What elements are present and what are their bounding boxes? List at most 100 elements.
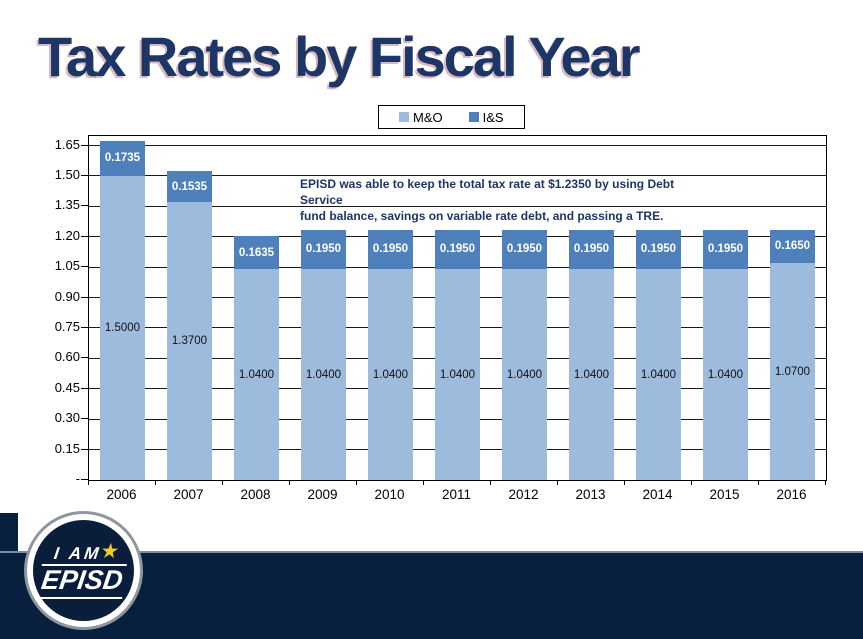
is-value-label: 0.1950 <box>506 243 543 256</box>
y-axis-label: 0.60 <box>54 349 80 365</box>
mo-segment <box>100 175 145 480</box>
is-value-label: 0.1650 <box>774 240 811 253</box>
episd-logo: I AM★ EPISD <box>27 514 140 627</box>
y-tick-mark <box>81 448 88 450</box>
mo-segment <box>167 202 212 480</box>
is-value-label: 0.1950 <box>707 243 744 256</box>
bar-2007: 1.3700 0.1535 <box>167 171 212 480</box>
legend-item-mo: M&O <box>399 110 443 125</box>
mo-value-label: 1.0400 <box>439 368 476 381</box>
episd-logo-text: I AM★ EPISD <box>36 541 130 599</box>
slide-title: Tax Rates by Fiscal Year <box>38 25 641 88</box>
mo-segment <box>770 263 815 480</box>
footer-bar <box>0 551 863 639</box>
is-value-label: 0.1735 <box>104 152 141 165</box>
bar-2016: 1.0700 0.1650 <box>770 229 815 480</box>
mo-value-label: 1.3700 <box>171 335 208 348</box>
x-tick-mark <box>757 480 759 485</box>
legend-swatch <box>468 112 479 122</box>
x-tick-mark <box>690 480 692 485</box>
gridline <box>89 145 826 147</box>
mo-segment <box>301 269 346 480</box>
y-tick-mark <box>81 205 88 207</box>
bar-2013: 1.0400 0.1950 <box>569 229 614 480</box>
bar-2012: 1.0400 0.1950 <box>502 229 547 480</box>
x-tick-mark <box>87 480 89 485</box>
is-segment <box>167 171 212 203</box>
y-tick-mark <box>81 174 88 176</box>
x-tick-mark <box>355 480 357 485</box>
x-tick-mark <box>824 480 826 485</box>
mo-segment <box>703 269 748 480</box>
x-axis-label: 2007 <box>173 487 204 502</box>
star-icon: ★ <box>100 541 120 561</box>
y-axis-label: 1.50 <box>54 166 80 182</box>
is-segment <box>569 229 614 270</box>
legend-label: I&S <box>482 109 504 125</box>
annotation-line-2: fund balance, savings on variable rate d… <box>300 209 664 224</box>
bar-2009: 1.0400 0.1950 <box>301 229 346 480</box>
x-axis-label: 2009 <box>307 487 338 502</box>
logo-line-episd: EPISD <box>36 564 127 599</box>
mo-value-label: 1.0400 <box>506 368 543 381</box>
is-segment <box>301 229 346 270</box>
bar-2014: 1.0400 0.1950 <box>636 229 681 480</box>
logo-line-iam: I AM★ <box>52 541 120 563</box>
mo-value-label: 1.0400 <box>305 368 342 381</box>
x-axis-label: 2006 <box>106 487 137 502</box>
mo-value-label: 1.0400 <box>372 368 409 381</box>
is-segment <box>770 229 815 264</box>
x-tick-mark <box>422 480 424 485</box>
y-axis-label: 1.05 <box>54 258 80 274</box>
mo-segment <box>435 269 480 480</box>
mo-value-label: 1.0400 <box>238 368 275 381</box>
y-axis-label: - <box>75 471 80 486</box>
bar-2010: 1.0400 0.1950 <box>368 229 413 480</box>
y-axis-label: 0.30 <box>54 410 80 426</box>
bar-2008: 1.0400 0.1635 <box>234 236 279 480</box>
is-segment <box>636 229 681 270</box>
y-axis-label: 0.15 <box>54 440 80 456</box>
x-tick-mark <box>288 480 290 485</box>
annotation-line-1: EPISD was able to keep the total tax rat… <box>300 177 675 208</box>
x-axis-label: 2011 <box>441 487 472 502</box>
x-axis-label: 2010 <box>374 487 405 502</box>
is-segment <box>703 229 748 270</box>
y-axis-label: 0.45 <box>54 379 80 395</box>
mo-segment <box>636 269 681 480</box>
y-tick-mark <box>81 418 88 420</box>
is-value-label: 0.1635 <box>238 246 275 259</box>
is-value-label: 0.1950 <box>305 243 342 256</box>
x-axis-label: 2008 <box>240 487 271 502</box>
x-axis-label: 2014 <box>642 487 673 502</box>
y-tick-mark <box>81 387 88 389</box>
bar-2011: 1.0400 0.1950 <box>435 229 480 480</box>
mo-segment <box>502 269 547 480</box>
mo-value-label: 1.0700 <box>774 365 811 378</box>
x-axis-label: 2016 <box>776 487 807 502</box>
y-axis-label: 0.90 <box>54 288 80 304</box>
x-axis-label: 2013 <box>575 487 606 502</box>
is-segment <box>234 236 279 270</box>
y-tick-mark <box>81 144 88 146</box>
x-tick-mark <box>154 480 156 485</box>
x-tick-mark <box>221 480 223 485</box>
x-tick-mark <box>623 480 625 485</box>
mo-segment <box>234 269 279 480</box>
y-axis-label: 0.75 <box>54 318 80 334</box>
y-tick-mark <box>81 296 88 298</box>
y-tick-mark <box>81 326 88 328</box>
y-axis-label: 1.35 <box>54 197 80 213</box>
bar-2015: 1.0400 0.1950 <box>703 229 748 480</box>
legend-item-is: I&S <box>468 109 504 125</box>
is-segment <box>502 229 547 270</box>
x-axis-label: 2012 <box>508 487 539 502</box>
x-axis-label: 2015 <box>709 487 740 502</box>
mo-value-label: 1.0400 <box>640 368 677 381</box>
legend-label: M&O <box>413 109 443 125</box>
is-value-label: 0.1535 <box>171 180 208 193</box>
mo-value-label: 1.0400 <box>707 368 744 381</box>
y-tick-mark <box>81 235 88 237</box>
y-axis-label: 1.20 <box>54 227 80 243</box>
